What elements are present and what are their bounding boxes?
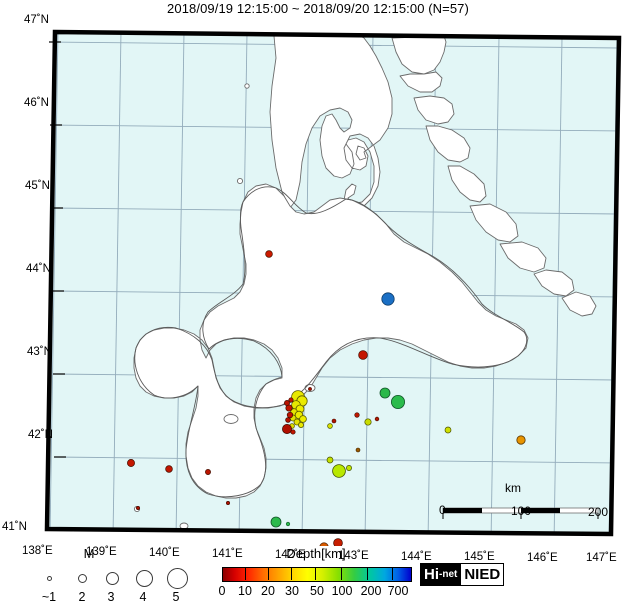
hinet-logo-text: Hi -net bbox=[421, 564, 461, 585]
magnitude-label-2: 2 bbox=[78, 590, 86, 604]
lon-label-139: 139˚E bbox=[86, 546, 117, 558]
colorbar-tick bbox=[245, 567, 246, 580]
magnitude-symbol-5 bbox=[167, 568, 188, 589]
magnitude-symbol-2 bbox=[78, 574, 87, 583]
page-title: 2018/09/19 12:15:00 ~ 2018/09/20 12:15:0… bbox=[167, 1, 469, 16]
map-svg bbox=[44, 29, 622, 546]
lon-label-138: 138˚E bbox=[22, 545, 53, 557]
colorbar-tick bbox=[315, 567, 316, 580]
depth-tick-700: 700 bbox=[387, 584, 409, 598]
lat-label-45: 45˚N bbox=[25, 180, 50, 192]
scalebar-tick-100: 100 bbox=[511, 504, 532, 518]
scalebar-tick-200: 200 bbox=[588, 505, 609, 519]
logo-net-text: -net bbox=[439, 568, 458, 580]
coastlines bbox=[133, 32, 597, 534]
colorbar-tick bbox=[291, 567, 292, 580]
legend-panel: M ~1 2 3 4 5 Depth[km] 0 10 20 30 50 100… bbox=[0, 546, 636, 610]
magnitude-symbol-4 bbox=[136, 570, 153, 587]
hinet-nied-logo: Hi -net NIED bbox=[420, 563, 505, 586]
lat-label-44: 44˚N bbox=[26, 263, 51, 275]
depth-tick-100: 100 bbox=[331, 584, 353, 598]
magnitude-symbol-1 bbox=[47, 576, 52, 581]
depth-tick-0: 0 bbox=[218, 584, 226, 598]
seismic-map[interactable] bbox=[0, 16, 636, 546]
lon-label-141: 141˚E bbox=[212, 548, 243, 560]
depth-tick-50: 50 bbox=[310, 584, 324, 598]
lon-label-142: 142˚E bbox=[275, 549, 306, 561]
magnitude-label-1: ~1 bbox=[41, 590, 57, 604]
lat-label-43: 43˚N bbox=[27, 346, 52, 358]
scalebar-tick-0: 0 bbox=[439, 503, 446, 517]
magnitude-symbol-3 bbox=[106, 572, 119, 585]
magnitude-legend-title: M bbox=[83, 546, 95, 561]
lat-label-41: 41˚N bbox=[2, 521, 27, 533]
depth-colorbar bbox=[222, 567, 412, 582]
magnitude-label-4: 4 bbox=[139, 590, 147, 604]
earthquake-markers bbox=[127, 250, 526, 546]
colorbar-tick bbox=[268, 567, 269, 580]
lat-label-47: 47˚N bbox=[24, 14, 49, 26]
lon-label-147: 147˚E bbox=[586, 552, 617, 564]
scale-bar bbox=[442, 507, 599, 519]
colorbar-tick bbox=[341, 567, 342, 580]
lat-label-46: 46˚N bbox=[24, 97, 49, 109]
colorbar-tick bbox=[367, 567, 368, 580]
frame-ticks bbox=[49, 41, 66, 458]
depth-legend-title: Depth[km] bbox=[286, 546, 346, 561]
lon-label-143: 143˚E bbox=[338, 550, 369, 562]
depth-tick-200: 200 bbox=[360, 584, 382, 598]
depth-tick-10: 10 bbox=[238, 584, 252, 598]
depth-tick-20: 20 bbox=[261, 584, 275, 598]
nied-logo-text: NIED bbox=[460, 564, 504, 585]
lon-label-144: 144˚E bbox=[401, 551, 432, 563]
colorbar-tick bbox=[392, 567, 393, 580]
coast-detail bbox=[134, 186, 528, 498]
magnitude-label-5: 5 bbox=[172, 590, 180, 604]
magnitude-label-3: 3 bbox=[107, 590, 115, 604]
scalebar-unit: km bbox=[505, 481, 521, 495]
logo-hi-text: Hi bbox=[424, 566, 439, 583]
lat-label-42: 42˚N bbox=[28, 429, 53, 441]
map-frame bbox=[44, 29, 622, 537]
lon-label-145: 145˚E bbox=[464, 551, 495, 563]
depth-tick-30: 30 bbox=[285, 584, 299, 598]
lon-label-140: 140˚E bbox=[149, 547, 180, 559]
lon-label-146: 146˚E bbox=[527, 552, 558, 564]
